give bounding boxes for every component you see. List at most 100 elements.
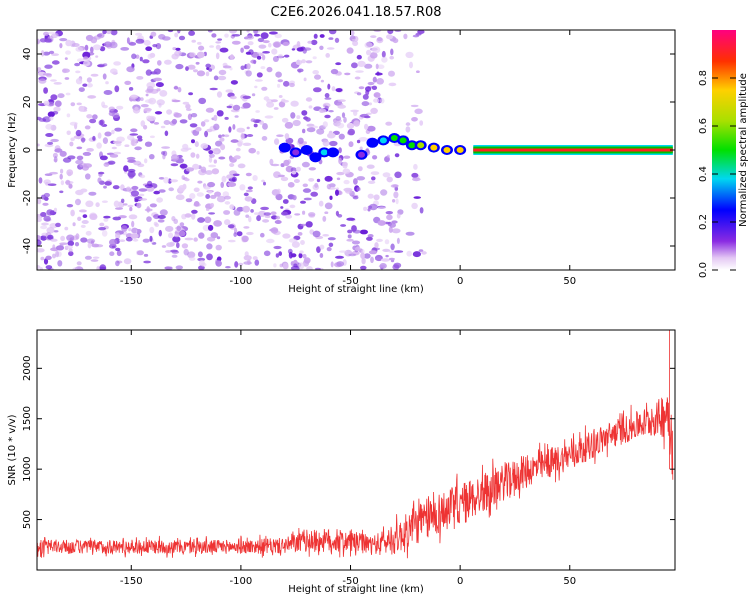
noise-speckle <box>69 121 78 126</box>
noise-speckle <box>152 44 158 48</box>
noise-speckle <box>367 193 374 199</box>
noise-speckle <box>75 70 81 74</box>
noise-speckle <box>155 43 162 50</box>
noise-speckle <box>308 167 316 171</box>
noise-speckle <box>243 192 249 197</box>
noise-speckle <box>197 217 205 223</box>
ridge-point <box>357 151 365 158</box>
noise-speckle <box>356 54 362 60</box>
noise-speckle <box>210 194 217 199</box>
noise-speckle <box>128 214 138 220</box>
noise-speckle <box>216 110 224 117</box>
noise-speckle <box>198 232 205 239</box>
noise-speckle <box>49 116 54 121</box>
noise-speckle <box>306 266 313 270</box>
noise-speckle <box>350 109 359 113</box>
noise-speckle <box>101 200 108 203</box>
noise-speckle <box>75 78 83 85</box>
noise-speckle <box>284 133 290 140</box>
noise-speckle <box>308 178 315 182</box>
noise-speckle <box>326 247 332 252</box>
noise-speckle <box>158 189 166 193</box>
noise-speckle <box>312 56 317 60</box>
noise-speckle <box>301 161 310 168</box>
noise-speckle <box>376 37 384 44</box>
noise-speckle <box>289 204 296 209</box>
noise-speckle <box>419 207 424 214</box>
noise-speckle <box>326 183 332 190</box>
noise-speckle <box>200 121 206 127</box>
noise-speckle <box>386 176 393 183</box>
noise-speckle <box>153 190 160 195</box>
x-tick-label: -100 <box>230 576 253 587</box>
noise-speckle <box>386 214 393 221</box>
noise-speckle <box>82 151 92 156</box>
noise-speckle <box>289 82 295 88</box>
noise-speckle <box>257 51 262 55</box>
noise-speckle <box>178 185 186 192</box>
noise-speckle <box>299 250 304 254</box>
noise-speckle <box>64 226 69 231</box>
noise-speckle <box>318 200 324 207</box>
noise-speckle <box>275 253 280 258</box>
noise-speckle <box>86 148 94 152</box>
noise-speckle <box>282 233 291 239</box>
noise-speckle <box>227 182 237 187</box>
noise-speckle <box>250 118 256 122</box>
noise-speckle <box>381 56 388 63</box>
noise-speckle <box>310 191 319 197</box>
noise-speckle <box>90 73 99 77</box>
noise-speckle <box>128 172 134 179</box>
noise-speckle <box>59 38 68 42</box>
noise-speckle <box>86 77 92 83</box>
noise-speckle <box>324 114 331 119</box>
noise-speckle <box>193 187 200 193</box>
noise-speckle <box>65 50 71 55</box>
noise-speckle <box>245 35 255 40</box>
noise-speckle <box>239 184 246 191</box>
noise-speckle <box>337 99 346 102</box>
noise-speckle <box>169 241 175 247</box>
noise-speckle <box>247 186 253 190</box>
noise-speckle <box>115 247 121 252</box>
noise-speckle <box>138 198 148 201</box>
noise-speckle <box>337 214 343 218</box>
noise-speckle <box>276 188 281 194</box>
noise-speckle <box>371 176 376 181</box>
noise-speckle <box>170 179 179 183</box>
noise-speckle <box>237 262 244 266</box>
noise-speckle <box>307 40 313 44</box>
noise-speckle <box>284 54 290 58</box>
noise-speckle <box>218 69 227 76</box>
noise-speckle <box>233 232 237 238</box>
y-tick-label: -20 <box>22 190 33 206</box>
snr-background <box>37 330 675 570</box>
noise-speckle <box>316 128 325 135</box>
noise-speckle <box>413 196 421 199</box>
noise-speckle <box>228 126 232 133</box>
noise-speckle <box>85 200 94 208</box>
noise-speckle <box>98 227 106 231</box>
noise-speckle <box>229 67 233 71</box>
colorbar-tick-label: 0.0 <box>698 262 709 278</box>
noise-speckle <box>178 230 186 237</box>
noise-speckle <box>55 222 61 228</box>
noise-speckle <box>188 92 194 96</box>
noise-speckle <box>43 258 49 265</box>
noise-speckle <box>84 44 89 51</box>
noise-speckle <box>136 202 142 209</box>
noise-speckle <box>207 181 216 188</box>
noise-speckle <box>173 86 179 90</box>
noise-speckle <box>217 75 227 81</box>
noise-speckle <box>227 239 236 243</box>
noise-speckle <box>368 250 378 255</box>
noise-speckle <box>356 139 361 144</box>
noise-speckle <box>302 128 306 134</box>
noise-speckle <box>209 87 218 91</box>
noise-speckle <box>346 217 356 221</box>
noise-speckle <box>37 265 41 270</box>
noise-speckle <box>403 33 408 40</box>
noise-speckle <box>253 59 257 65</box>
noise-speckle <box>76 146 83 150</box>
noise-speckle <box>54 148 63 153</box>
